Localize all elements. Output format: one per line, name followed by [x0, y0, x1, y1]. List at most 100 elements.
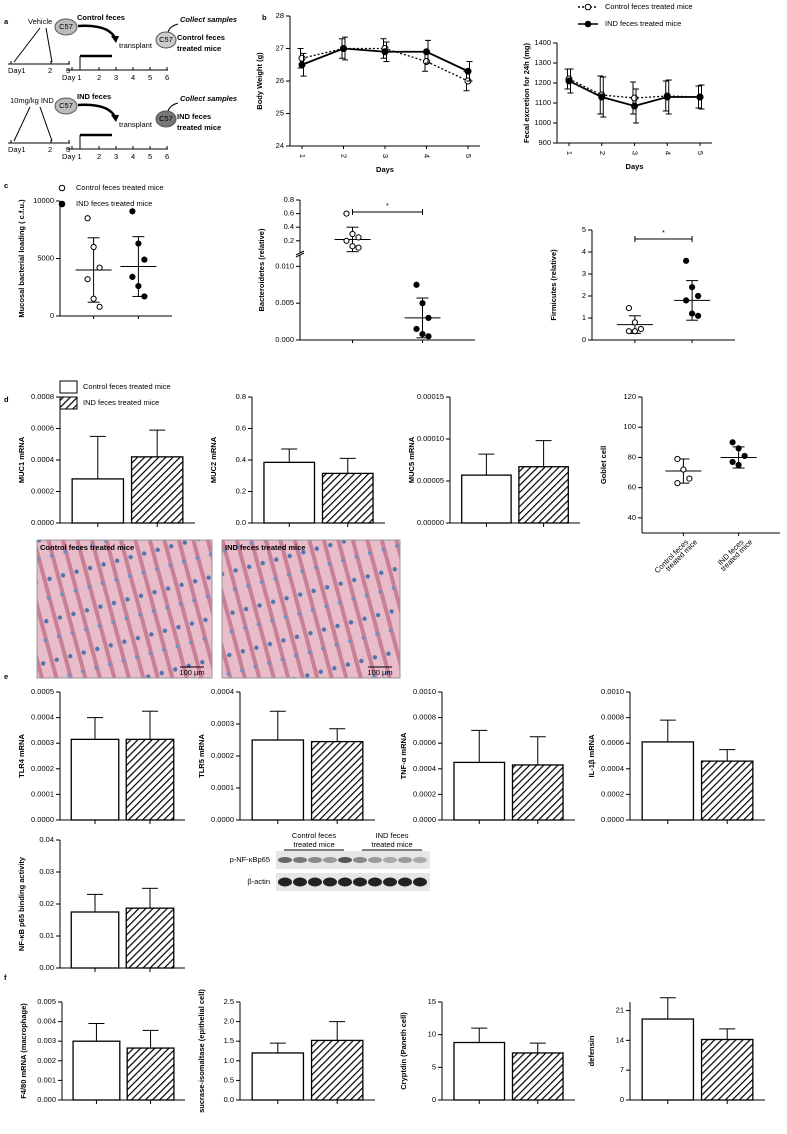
data-point [96, 303, 103, 310]
y-tick-label: 0.0001 [31, 789, 54, 798]
day-label: 2 [97, 73, 101, 82]
y-tick-label: 0.005 [275, 298, 294, 307]
y-tick-label: 900 [538, 138, 551, 147]
data-point [298, 61, 306, 69]
data-point [631, 319, 639, 326]
bar [310, 740, 364, 821]
data-point [696, 93, 704, 101]
y-tick-label: 0.03 [39, 867, 54, 876]
y-tick-label: 0.0001 [211, 783, 234, 792]
y-tick-label: 5 [582, 225, 586, 234]
legend-marker [58, 184, 66, 192]
day-label: Day 1 [62, 73, 82, 82]
y-tick-label: 0.0004 [211, 687, 234, 696]
blot-band [398, 857, 412, 863]
data-point [96, 264, 103, 271]
y-tick-label: 0.001 [37, 1075, 56, 1084]
x-tick-label: 1 [298, 154, 307, 158]
data-point [298, 54, 306, 62]
transplant-label: transplant [119, 120, 153, 129]
y-tick-label: 0.0003 [31, 738, 54, 747]
day-label: 3 [114, 152, 118, 161]
bar [511, 764, 564, 821]
panel-letter: a [4, 17, 9, 26]
y-tick-label: 0.4 [236, 455, 246, 464]
blot-band [308, 877, 322, 887]
blot-group-label: treated mice [293, 840, 334, 849]
y-tick-label: 0 [432, 1095, 436, 1104]
data-point [90, 243, 97, 251]
data-point [381, 48, 389, 56]
arrow-head [111, 36, 119, 43]
significance-mark: * [662, 228, 665, 237]
blot-band [368, 857, 382, 863]
bar [70, 911, 120, 969]
micrograph-caption: Control feces treated mice [40, 543, 134, 552]
x-tick-label: 1 [565, 151, 574, 155]
bar [251, 1052, 305, 1101]
blot-band [278, 877, 292, 887]
y-tick-label: 10000 [33, 196, 54, 205]
bar [453, 761, 506, 821]
y-tick-label: 0.005 [37, 997, 56, 1006]
data-point [129, 273, 136, 280]
blot-band [413, 857, 427, 863]
day-label: 5 [148, 152, 152, 161]
y-axis-label: Firmicutes (relative) [549, 249, 558, 321]
data-point [663, 93, 671, 101]
y-tick-label: 0.00015 [417, 392, 444, 401]
axis-break [295, 252, 305, 258]
micrograph-caption: IND feces treated mice [225, 543, 305, 552]
x-tick-label: 2 [340, 154, 349, 158]
data-point [349, 230, 356, 238]
data-point [741, 452, 748, 460]
blot-band [368, 877, 382, 887]
scale-label: 100 µm [179, 668, 204, 677]
y-axis-label: TLR4 mRNA [17, 734, 26, 778]
data-point [90, 295, 97, 302]
y-tick-label: 0.00000 [417, 518, 444, 527]
y-tick-label: 0.0006 [31, 423, 54, 432]
y-tick-label: 0.6 [284, 209, 294, 218]
data-point [425, 333, 432, 340]
data-point [425, 314, 432, 322]
y-tick-label: 0.00 [39, 963, 54, 972]
y-axis-label: TLR5 mRNA [197, 734, 206, 778]
y-tick-label: 0.0002 [413, 789, 436, 798]
blot-band [308, 857, 322, 863]
data-point [355, 234, 362, 241]
blot-band [323, 877, 337, 887]
y-tick-label: 0.2 [236, 486, 246, 495]
data-point [683, 257, 690, 264]
bar [70, 738, 120, 821]
y-axis-label: sucrase-isomaltase (epithelial cell) [197, 989, 206, 1113]
transplant-arrow [77, 24, 118, 41]
day-label: 6 [165, 73, 169, 82]
y-tick-label: 0 [620, 1095, 624, 1104]
legend-marker [58, 200, 66, 208]
y-tick-label: 0.4 [284, 222, 294, 231]
y-tick-label: 7 [620, 1065, 624, 1074]
y-tick-label: 0.0004 [601, 764, 624, 773]
data-point [84, 276, 91, 283]
y-tick-label: 2 [582, 291, 586, 300]
y-tick-label: 1 [582, 313, 586, 322]
y-tick-label: 0.0004 [31, 713, 54, 722]
y-tick-label: 4 [582, 247, 586, 256]
day-label: 4 [131, 152, 135, 161]
bar [263, 461, 316, 524]
bar [71, 478, 125, 524]
scale-label: 100 µm [367, 668, 392, 677]
blot-band [338, 877, 352, 887]
blot-row-label: β-actin [247, 877, 270, 886]
y-tick-label: 5000 [37, 253, 54, 262]
data-point [683, 297, 690, 304]
blot-band [353, 877, 367, 887]
data-point [565, 77, 573, 85]
data-point [135, 240, 142, 247]
connector [39, 106, 53, 142]
y-tick-label: 1.5 [224, 1036, 234, 1045]
y-axis-label: MUC1 mRNA [17, 436, 26, 483]
y-tick-label: 0.000 [37, 1095, 56, 1104]
